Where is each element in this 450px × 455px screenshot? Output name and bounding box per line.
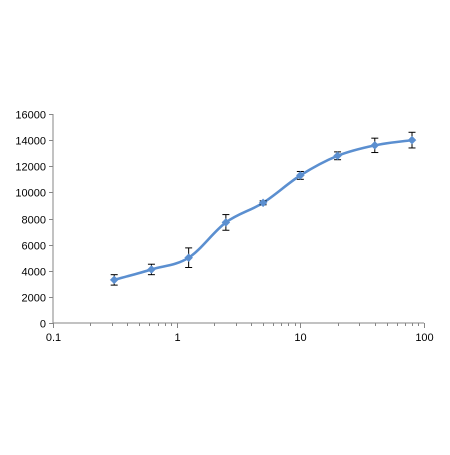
series-line: [112, 138, 414, 282]
y-tick-label: 16000: [15, 110, 46, 122]
data-point: [407, 135, 417, 145]
data-point: [370, 140, 380, 150]
data-point: [221, 218, 231, 227]
data-point: [258, 198, 268, 208]
y-tick-label: 12000: [15, 162, 46, 174]
x-tick-label: 0.1: [46, 332, 61, 344]
data-point: [147, 265, 156, 274]
tick-labels: 0 2000 4000 6000 8000 10000 12000 14000 16000 0.1…: [15, 110, 433, 345]
data-point: [295, 171, 305, 180]
data-point: [333, 151, 342, 161]
y-tick-label: 2000: [22, 293, 46, 305]
axes: [49, 114, 425, 328]
y-tick-label: 6000: [22, 241, 46, 253]
y-tick-label: 8000: [22, 215, 46, 227]
y-tick-label: 10000: [15, 188, 46, 200]
x-tick-label: 10: [294, 332, 306, 344]
x-tick-label: 100: [415, 332, 433, 344]
x-tick-label: 1: [174, 332, 180, 344]
series: [109, 131, 417, 286]
y-tick-label: 0: [40, 319, 46, 331]
y-tick-label: 4000: [22, 267, 46, 279]
y-tick-label: 14000: [15, 136, 46, 148]
data-point: [184, 253, 194, 263]
data-point: [109, 275, 119, 285]
